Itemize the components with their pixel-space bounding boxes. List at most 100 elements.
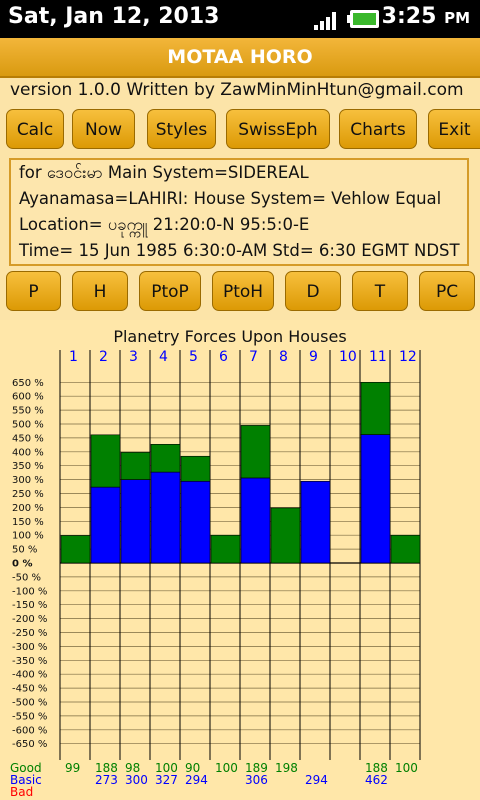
- y-tick-label: 400 %: [12, 447, 44, 458]
- pc-button[interactable]: PC: [419, 271, 475, 311]
- battery-icon: [347, 10, 379, 28]
- y-tick-label: 150 %: [12, 517, 44, 528]
- y-tick-label: 350 %: [12, 461, 44, 472]
- swisseph-button[interactable]: SwissEph: [226, 109, 330, 149]
- good-bar: [390, 534, 421, 564]
- now-button[interactable]: Now: [72, 109, 135, 149]
- y-tick-label: -350 %: [12, 656, 47, 667]
- info-line-4: Time= 15 Jun 1985 6:30:0-AM Std= 6:30 EG…: [19, 241, 460, 260]
- basic-bar: [150, 471, 181, 564]
- basic-value-label: 294: [305, 773, 328, 787]
- version-text: version 1.0.0 Written by ZawMinMinHtun@g…: [10, 80, 464, 100]
- good-value-label: 98: [125, 761, 140, 775]
- chart-title: Planetry Forces Upon Houses: [113, 327, 346, 346]
- good-value-label: 188: [365, 761, 388, 775]
- ptop-button[interactable]: PtoP: [139, 271, 201, 311]
- good-bar: [180, 455, 211, 482]
- legend-good: Good: [10, 761, 42, 775]
- house-number-label: 5: [189, 349, 198, 365]
- y-tick-label: 50 %: [12, 545, 37, 556]
- y-tick-label: -650 %: [12, 739, 47, 750]
- good-value-label: 189: [245, 761, 268, 775]
- charts-button[interactable]: Charts: [339, 109, 417, 149]
- house-number-label: 1: [69, 349, 78, 365]
- y-tick-label: -250 %: [12, 628, 47, 639]
- basic-bar: [240, 477, 271, 564]
- house-number-label: 11: [369, 349, 387, 365]
- house-number-label: 6: [219, 349, 228, 365]
- good-bar: [60, 535, 91, 564]
- y-tick-label: 0 %: [12, 559, 32, 570]
- exit-button[interactable]: Exit: [428, 109, 480, 149]
- y-tick-label: 500 %: [12, 420, 44, 431]
- good-value-label: 188: [95, 761, 118, 775]
- house-number-label: 8: [279, 349, 288, 365]
- house-number-label: 7: [249, 349, 258, 365]
- good-bar: [360, 381, 391, 435]
- house-number-label: 12: [399, 349, 417, 365]
- legend-bad: Bad: [10, 785, 33, 799]
- good-bar: [270, 507, 301, 564]
- basic-bar: [360, 434, 391, 564]
- basic-bar: [90, 486, 121, 564]
- signal-icon: [314, 12, 336, 30]
- legend-basic: Basic: [10, 773, 42, 787]
- styles-button[interactable]: Styles: [147, 109, 216, 149]
- t-button[interactable]: T: [352, 271, 408, 311]
- y-tick-label: 300 %: [12, 475, 44, 486]
- y-tick-label: 450 %: [12, 433, 44, 444]
- calc-button[interactable]: Calc: [6, 109, 64, 149]
- good-bar: [210, 534, 241, 564]
- status-bar: Sat, Jan 12, 2013 3:25 PM: [0, 0, 480, 38]
- house-number-label: 2: [99, 349, 108, 365]
- house-number-label: 9: [309, 349, 318, 365]
- y-tick-label: -50 %: [12, 572, 41, 583]
- y-tick-label: 200 %: [12, 503, 44, 514]
- y-tick-label: -550 %: [12, 711, 47, 722]
- good-bar: [240, 425, 271, 479]
- basic-value-label: 294: [185, 773, 208, 787]
- status-date: Sat, Jan 12, 2013: [8, 4, 220, 29]
- good-bar: [150, 443, 181, 473]
- good-bar: [90, 434, 121, 488]
- good-value-label: 100: [215, 761, 238, 775]
- basic-bar: [300, 480, 331, 564]
- y-tick-label: -600 %: [12, 725, 47, 736]
- y-tick-label: -400 %: [12, 670, 47, 681]
- basic-bar: [180, 480, 211, 564]
- house-number-label: 3: [129, 349, 138, 365]
- y-tick-label: -150 %: [12, 600, 47, 611]
- y-tick-label: 100 %: [12, 531, 44, 542]
- info-line-3: Location= ပခုက္ကူ 21:20:0-N 95:5:0-E: [19, 215, 310, 234]
- good-bar: [120, 452, 151, 480]
- good-value-label: 100: [395, 761, 418, 775]
- h-button[interactable]: H: [72, 271, 128, 311]
- house-number-label: 4: [159, 349, 168, 365]
- good-value-label: 100: [155, 761, 178, 775]
- basic-value-label: 273: [95, 773, 118, 787]
- y-tick-label: -500 %: [12, 698, 47, 709]
- y-tick-label: -450 %: [12, 684, 47, 695]
- ptoh-button[interactable]: PtoH: [212, 271, 274, 311]
- p-button[interactable]: P: [6, 271, 61, 311]
- y-tick-label: -300 %: [12, 642, 47, 653]
- y-tick-label: -200 %: [12, 614, 47, 625]
- house-number-label: 10: [339, 349, 357, 365]
- y-tick-label: -100 %: [12, 586, 47, 597]
- basic-bar: [120, 479, 151, 564]
- app-title: MOTAA HORO: [0, 38, 480, 78]
- chart-info-box: for ဒေဝင်းမာ Main System=SIDEREAL Ayanam…: [9, 158, 469, 266]
- y-tick-label: 550 %: [12, 406, 44, 417]
- info-line-1: for ဒေဝင်းမာ Main System=SIDEREAL: [19, 163, 309, 182]
- basic-value-label: 327: [155, 773, 178, 787]
- basic-value-label: 300: [125, 773, 148, 787]
- good-value-label: 90: [185, 761, 200, 775]
- status-time: 3:25 PM: [381, 4, 470, 29]
- basic-value-label: 462: [365, 773, 388, 787]
- d-button[interactable]: D: [285, 271, 341, 311]
- good-value-label: 99: [65, 761, 80, 775]
- y-tick-label: 650 %: [12, 378, 44, 389]
- y-tick-label: 600 %: [12, 392, 44, 403]
- basic-value-label: 306: [245, 773, 268, 787]
